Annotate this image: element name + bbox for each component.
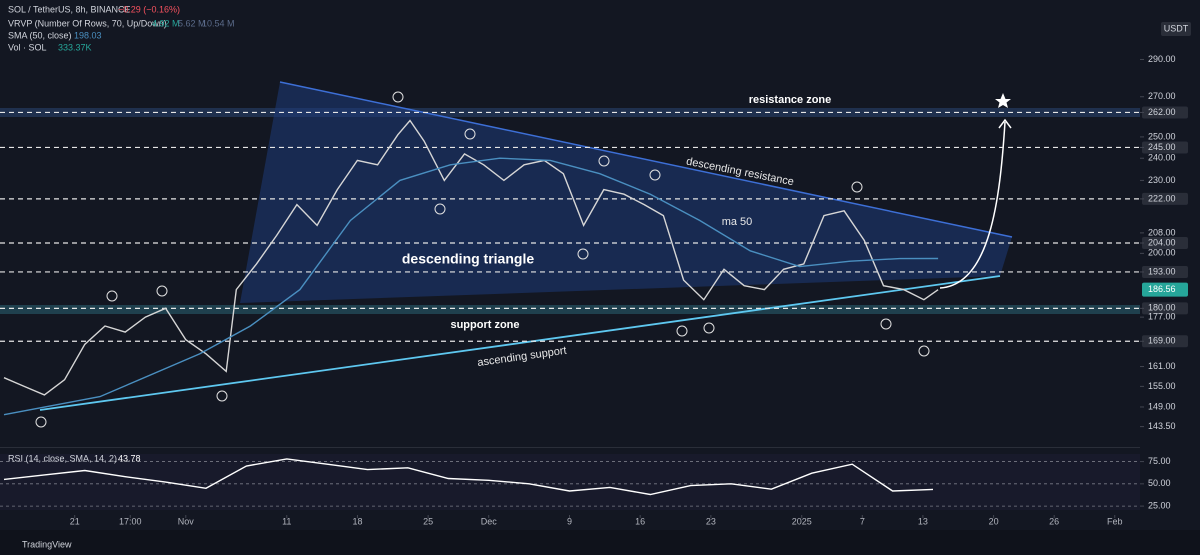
x-tick-label: 17:00 (119, 516, 142, 526)
level-label-box (1142, 265, 1188, 278)
x-tick-label: 13 (918, 516, 928, 526)
y-tick-label: 222.00 (1148, 193, 1176, 203)
annotation: descending triangle (402, 251, 534, 267)
x-tick-label: 18 (352, 516, 362, 526)
rsi-y-tick-label: 25.00 (1148, 500, 1171, 510)
level-label-box (1142, 335, 1188, 348)
y-tick-label: 177.00 (1148, 311, 1176, 321)
indicator-value: 4.92 M (152, 18, 180, 28)
target-star (995, 93, 1011, 108)
level-label-box (1142, 192, 1188, 205)
y-tick-label: 270.00 (1148, 91, 1176, 101)
rsi-y-tick-label: 50.00 (1148, 478, 1171, 488)
indicator-name: VRVP (Number Of Rows, 70, Up/Down) (8, 18, 167, 28)
x-tick-label: 11 (282, 516, 291, 526)
indicator-value: 5.62 M (178, 18, 206, 28)
y-tick-label: 155.00 (1148, 381, 1176, 391)
x-tick-label: 21 (70, 516, 80, 526)
y-tick-label: 245.00 (1148, 142, 1176, 152)
rsi-value: 43.78 (118, 453, 141, 463)
x-tick-label: Feb (1107, 516, 1123, 526)
sma-line (3, 157, 939, 416)
x-tick-label: 2025 (792, 516, 812, 526)
y-tick-label: 204.00 (1148, 237, 1176, 247)
swing-markers (35, 91, 930, 428)
x-tick-label: Dec (481, 516, 498, 526)
level-label-box (1142, 141, 1188, 154)
x-tick-label: 16 (635, 516, 645, 526)
y-tick-label: 180.00 (1148, 303, 1176, 313)
y-tick-label: 169.00 (1148, 336, 1176, 346)
sma-name: SMA (50, close) (8, 30, 72, 40)
y-tick-label: 290.00 (1148, 54, 1176, 64)
price-change: −0.29 (−0.16%) (118, 4, 180, 14)
y-tick-label: 200.00 (1148, 248, 1176, 258)
projection-arrow (939, 121, 1006, 289)
sma-value: 198.03 (74, 30, 102, 40)
level-label-box (1142, 106, 1188, 119)
x-tick-label: 23 (706, 516, 716, 526)
y-tick-label: 262.00 (1148, 107, 1176, 117)
price-line (3, 119, 939, 396)
currency-badge[interactable] (1161, 22, 1191, 36)
current-price-box (1142, 282, 1188, 297)
y-tick-label: 240.00 (1148, 153, 1176, 163)
volume-name: Vol · SOL (8, 42, 47, 52)
y-tick-label: 250.00 (1148, 131, 1176, 141)
y-tick-label: 143.50 (1148, 421, 1176, 431)
rsi-band (0, 454, 1140, 510)
annotation: resistance zone (749, 94, 832, 106)
brand: TradingView (22, 539, 72, 549)
annotation: ma 50 (722, 216, 753, 228)
level-label-box (1142, 302, 1188, 315)
y-tick-label: 193.00 (1148, 266, 1176, 276)
symbol-title: SOL / TetherUS, 8h, BINANCE (8, 4, 131, 14)
pane-divider (0, 447, 1140, 448)
volume-value: 333.37K (58, 42, 92, 52)
price-axis (1140, 0, 1200, 530)
ascending-support-line (39, 275, 1001, 411)
triangle-area (240, 82, 1012, 303)
x-tick-label: Nov (178, 516, 195, 526)
rsi-y-tick-label: 75.00 (1148, 456, 1171, 466)
y-tick-label: 161.00 (1148, 361, 1176, 371)
x-tick-label: 25 (423, 516, 433, 526)
annotation: support zone (450, 319, 519, 331)
arrow-head (998, 118, 1012, 129)
indicator-value: 10.54 M (202, 18, 235, 28)
currency-label[interactable]: USDT (1164, 23, 1189, 33)
support-zone (0, 305, 1140, 314)
x-tick-label: 7 (860, 516, 865, 526)
price-line (3, 458, 934, 496)
y-tick-label: 149.00 (1148, 401, 1176, 411)
current-price-label: 186.56 (1148, 284, 1176, 294)
x-tick-label: 26 (1049, 516, 1059, 526)
y-tick-label: 208.00 (1148, 227, 1176, 237)
level-label-box (1142, 237, 1188, 250)
y-tick-label: 230.00 (1148, 175, 1176, 185)
rsi-title: RSI (14, close, SMA, 14, 2) (8, 453, 117, 463)
x-tick-label: 9 (567, 516, 572, 526)
x-tick-label: 20 (989, 516, 999, 526)
descending-resistance-line (279, 81, 1013, 238)
bottom-bar (0, 530, 1200, 555)
